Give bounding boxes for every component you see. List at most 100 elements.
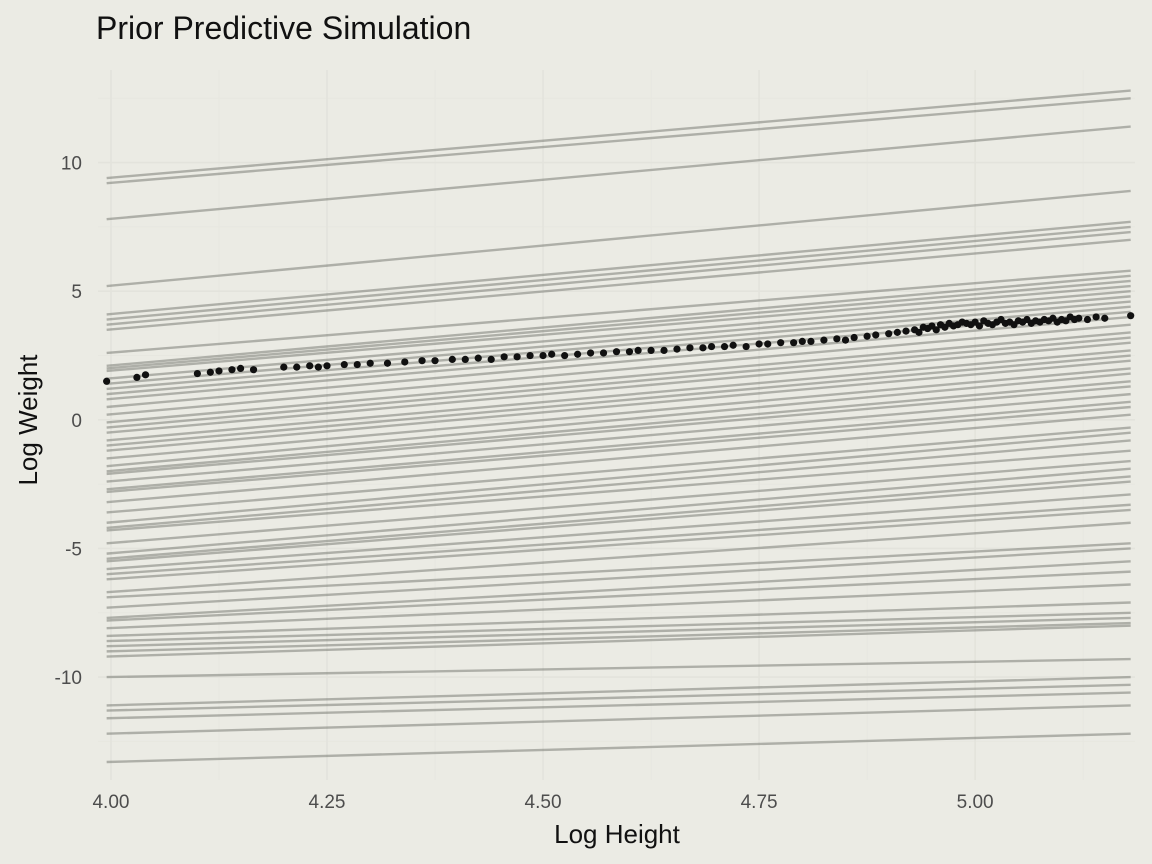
- observed-point-2: [141, 371, 150, 379]
- observed-point-56: [863, 332, 871, 340]
- prior-line-5: [106, 225, 1131, 321]
- observed-point-55: [850, 333, 858, 342]
- observed-point-14: [340, 360, 348, 369]
- observed-point-99: [1075, 314, 1083, 322]
- chart-title: Prior Predictive Simulation: [96, 10, 471, 46]
- observed-point-17: [383, 359, 392, 367]
- observed-point-30: [561, 351, 569, 360]
- observed-point-40: [686, 344, 694, 352]
- observed-point-34: [612, 348, 621, 356]
- observed-point-8: [249, 366, 258, 374]
- observed-point-102: [1101, 314, 1109, 322]
- prior-line-21: [106, 341, 1131, 434]
- observed-point-41: [699, 344, 707, 352]
- observed-point-48: [777, 339, 785, 347]
- y-tick-labels: -10 -5 0 5 10: [55, 154, 82, 689]
- prior-line-54: [106, 624, 1131, 658]
- observed-point-6: [228, 366, 236, 374]
- observed-point-21: [448, 355, 456, 364]
- prior-line-52: [106, 616, 1131, 648]
- prior-line-33: [106, 426, 1131, 514]
- prior-line-0: [106, 89, 1131, 180]
- prior-line-19: [106, 331, 1131, 424]
- y-tick-label-1: -5: [65, 539, 82, 560]
- prior-line-43: [106, 508, 1131, 581]
- observed-point-23: [474, 354, 482, 362]
- prior-line-28: [106, 385, 1131, 476]
- y-tick-label-2: 0: [71, 411, 82, 432]
- x-tick-label-1: 4.25: [309, 792, 346, 813]
- prior-line-12: [106, 290, 1131, 380]
- prior-line-2: [106, 125, 1131, 221]
- observed-point-54: [841, 336, 850, 344]
- observed-point-32: [586, 349, 595, 357]
- observed-point-7: [236, 364, 245, 373]
- prior-line-41: [106, 493, 1131, 571]
- observed-point-39: [673, 345, 681, 353]
- observed-point-101: [1092, 313, 1100, 321]
- observed-point-22: [461, 355, 469, 364]
- prior-line-10: [106, 279, 1131, 370]
- prior-line-36: [106, 449, 1131, 532]
- observed-point-37: [647, 346, 655, 354]
- observed-point-18: [401, 358, 409, 366]
- prior-line-17: [106, 315, 1131, 409]
- x-tick-label-0: 4.00: [92, 792, 129, 813]
- observed-point-62: [915, 328, 923, 336]
- prior-line-51: [106, 611, 1131, 643]
- prior-line-32: [106, 413, 1131, 504]
- observed-point-27: [526, 351, 534, 360]
- observed-point-1: [133, 373, 141, 382]
- prior-line-50: [106, 601, 1131, 638]
- y-tick-label-4: 10: [61, 154, 82, 175]
- prior-line-31: [106, 405, 1131, 494]
- prior-line-40: [106, 480, 1131, 563]
- prior-line-1: [106, 97, 1131, 185]
- observed-point-5: [215, 367, 223, 375]
- prior-line-55: [106, 657, 1131, 679]
- observed-points-group: [103, 312, 1135, 385]
- observed-point-46: [755, 340, 763, 348]
- prior-line-24: [106, 359, 1131, 452]
- observed-point-10: [293, 363, 301, 371]
- prior-line-44: [106, 521, 1131, 594]
- prior-line-45: [106, 542, 1131, 599]
- observed-point-12: [314, 363, 322, 371]
- observed-point-28: [539, 351, 547, 360]
- observed-point-59: [893, 328, 901, 336]
- observed-point-36: [634, 346, 642, 354]
- prior-line-6: [106, 230, 1131, 326]
- y-axis-title: Log Weight: [13, 354, 43, 486]
- observed-point-19: [418, 357, 426, 365]
- prior-line-38: [106, 467, 1131, 555]
- observed-point-57: [872, 331, 880, 339]
- observed-point-42: [707, 342, 716, 351]
- observed-point-44: [729, 341, 737, 349]
- prior-line-47: [106, 560, 1131, 620]
- observed-point-24: [487, 355, 495, 364]
- prior-line-3: [106, 189, 1131, 288]
- prior-line-14: [106, 300, 1131, 391]
- observed-point-66: [932, 326, 940, 334]
- prior-line-4: [106, 220, 1131, 316]
- observed-point-4: [206, 368, 214, 376]
- observed-point-35: [625, 348, 634, 356]
- observed-point-100: [1083, 315, 1092, 324]
- observed-point-47: [764, 340, 772, 348]
- observed-point-13: [323, 362, 331, 370]
- prior-line-56: [106, 675, 1131, 707]
- observed-point-26: [513, 353, 521, 361]
- prior-line-48: [106, 570, 1131, 622]
- observed-point-33: [599, 349, 608, 357]
- observed-point-52: [820, 336, 828, 344]
- observed-point-29: [548, 350, 556, 358]
- prior-line-13: [106, 295, 1131, 386]
- x-axis-title: Log Height: [554, 819, 681, 849]
- prior-line-60: [106, 732, 1131, 764]
- prior-line-23: [106, 354, 1131, 447]
- observed-point-16: [366, 359, 374, 367]
- observed-point-0: [103, 377, 111, 385]
- prior-line-37: [106, 459, 1131, 545]
